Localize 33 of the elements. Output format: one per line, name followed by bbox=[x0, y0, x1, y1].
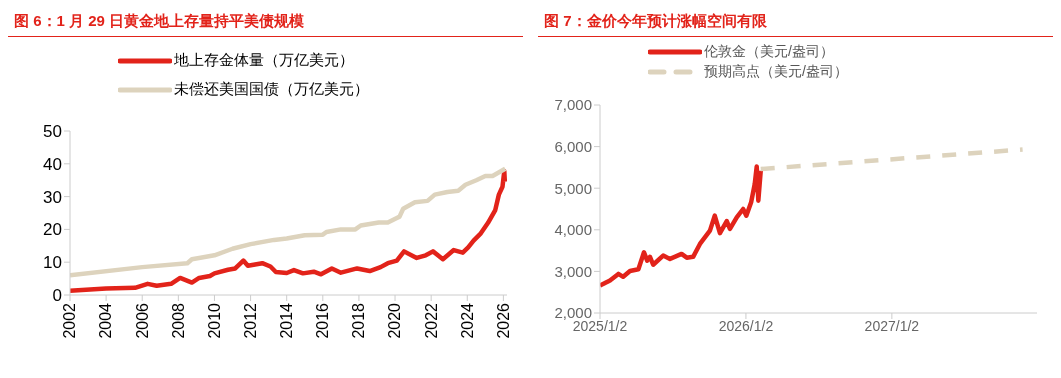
x-tick-label: 2006 bbox=[133, 302, 151, 339]
x-tick-label: 2018 bbox=[350, 302, 368, 339]
legend-label: 预期高点（美元/盎司） bbox=[704, 63, 848, 81]
x-tick-label: 2004 bbox=[97, 302, 115, 339]
y-tick-label: 3,000 bbox=[554, 262, 592, 280]
line-series bbox=[600, 164, 763, 288]
x-tick-label: 2002 bbox=[61, 302, 79, 339]
legend-label: 未偿还美国国债（万亿美元） bbox=[174, 80, 369, 99]
chart-title: 图 6：1 月 29 日黄金地上存量持平美债规模 bbox=[8, 8, 523, 37]
x-tick-label: 2008 bbox=[169, 302, 187, 339]
y-tick-label: 30 bbox=[43, 187, 62, 207]
y-tick-label: 40 bbox=[43, 154, 62, 174]
legend-label: 伦敦金（美元/盎司） bbox=[704, 43, 834, 61]
x-tick-label: 2020 bbox=[386, 302, 404, 339]
x-tick-label: 2014 bbox=[278, 302, 296, 339]
y-tick-label: 6,000 bbox=[554, 137, 592, 155]
x-tick-label: 2012 bbox=[241, 302, 259, 339]
x-tick-label: 2010 bbox=[205, 302, 223, 339]
x-tick-label: 2024 bbox=[458, 302, 476, 339]
x-tick-label: 2022 bbox=[422, 302, 440, 339]
x-tick-label: 2026/1/2 bbox=[718, 317, 774, 334]
x-tick-label: 2016 bbox=[314, 302, 332, 339]
x-tick-label: 2027/1/2 bbox=[864, 317, 920, 334]
y-tick-label: 50 bbox=[43, 122, 62, 142]
y-tick-label: 4,000 bbox=[554, 221, 592, 239]
y-tick-label: 0 bbox=[52, 286, 62, 306]
legend-label: 地上存金体量（万亿美元） bbox=[174, 51, 354, 70]
chart-title: 图 7：金价今年预计涨幅空间有限 bbox=[538, 8, 1053, 37]
x-tick-label: 2026 bbox=[494, 302, 512, 339]
y-tick-label: 5,000 bbox=[554, 179, 592, 197]
y-tick-label: 20 bbox=[43, 220, 62, 240]
y-tick-label: 7,000 bbox=[554, 96, 592, 114]
y-tick-label: 10 bbox=[43, 253, 62, 273]
